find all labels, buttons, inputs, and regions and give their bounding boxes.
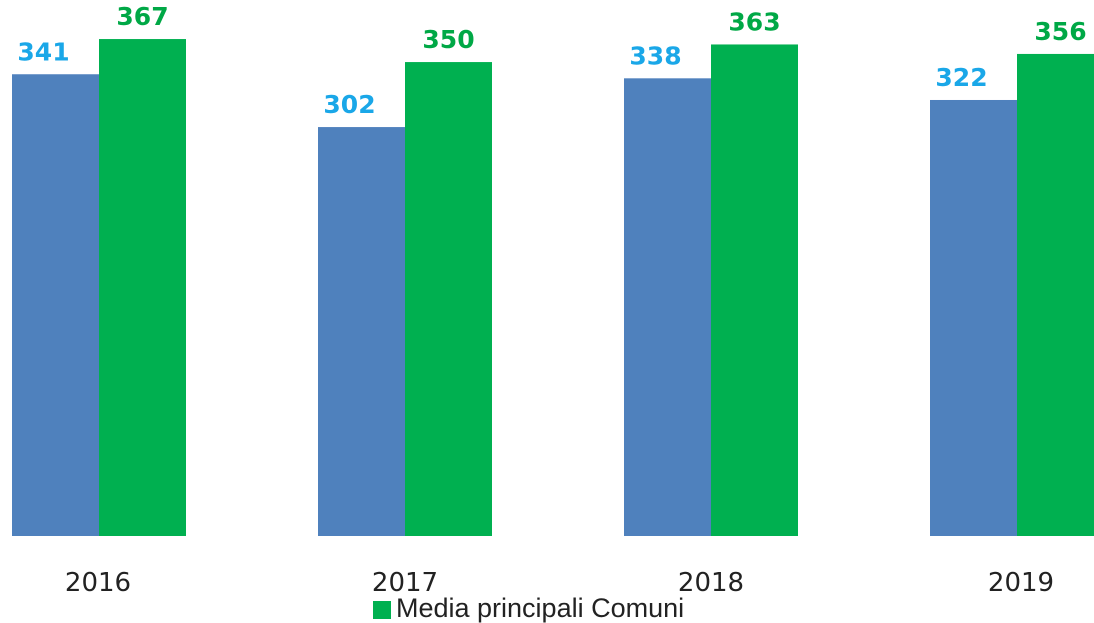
bar-2019-series-2 [1017, 53, 1094, 536]
bar-2016-series-2 [99, 39, 186, 537]
data-label-2017-series-2: 350 [422, 25, 474, 54]
data-label-2016-series-2: 367 [116, 2, 168, 31]
bar-2018-series-2 [711, 44, 798, 536]
bars-layer [12, 39, 1094, 537]
bar-2018-series-1 [624, 78, 711, 536]
data-label-2018-series-1: 338 [629, 41, 681, 70]
data-label-2019-series-2: 356 [1034, 17, 1086, 46]
data-label-2019-series-1: 322 [935, 63, 987, 92]
bar-2017-series-1 [318, 127, 405, 536]
x-tick-label-2019: 2019 [988, 568, 1054, 598]
data-label-2017-series-1: 302 [323, 90, 375, 119]
x-axis-tick-labels: 2016 2017 2018 2019 [65, 568, 1054, 598]
bar-2017-series-2 [405, 62, 492, 536]
legend-swatch-series-2 [373, 601, 391, 619]
legend: Media principali Comuni [373, 593, 684, 623]
x-tick-label-2016: 2016 [65, 568, 131, 598]
bar-2019-series-1 [930, 99, 1017, 536]
legend-label-series-2: Media principali Comuni [396, 593, 684, 623]
data-label-2016-series-1: 341 [17, 37, 69, 66]
bar-2016-series-1 [12, 74, 99, 537]
data-label-2018-series-2: 363 [728, 7, 780, 36]
x-tick-label-2017: 2017 [372, 568, 438, 598]
data-labels-layer: 341 367 302 350 338 363 322 356 [17, 2, 1086, 119]
x-tick-label-2018: 2018 [678, 568, 744, 598]
